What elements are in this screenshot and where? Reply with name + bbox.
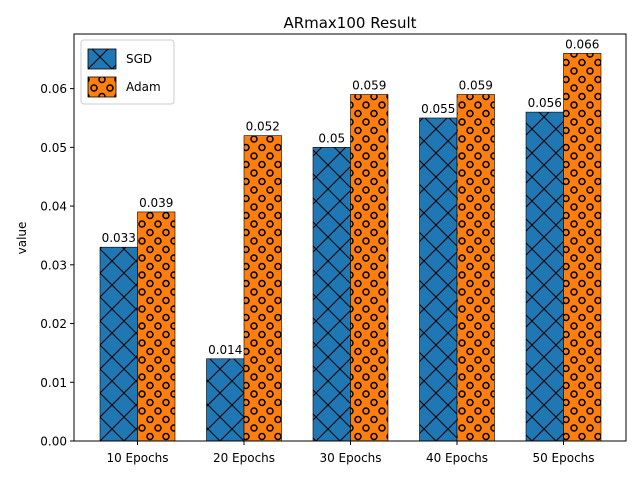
- x-axis: 10 Epochs 20 Epochs 30 Epochs 40 Epochs 50 E…: [106, 441, 595, 465]
- y-tick-label: 0.05: [40, 141, 67, 155]
- bar-sgd-30-epochs-hatch: [312, 147, 351, 442]
- bar-sgd-40-epochs-hatch: [419, 117, 458, 442]
- bar-sgd-10-epochs-hatch: [99, 246, 138, 442]
- x-tick-label-40-epochs: 40 Epochs: [426, 451, 488, 465]
- chart-title: ARmax100 Result: [283, 14, 416, 32]
- value-label-sgd-50-epochs: 0.056: [528, 96, 562, 110]
- legend-swatch-adam-hatch: [87, 76, 117, 98]
- bar-adam-40-epochs-hatch: [456, 94, 495, 442]
- y-tick-label: 0.02: [40, 317, 67, 331]
- bar-adam-10-epochs-hatch: [137, 211, 176, 442]
- value-label-adam-20-epochs: 0.052: [246, 120, 280, 134]
- value-label-adam-50-epochs: 0.066: [565, 37, 599, 51]
- plot-frame: [73, 33, 627, 442]
- x-tick-label-30-epochs: 30 Epochs: [319, 451, 381, 465]
- bar-adam-50-epochs-hatch: [563, 53, 602, 442]
- value-label-adam-40-epochs: 0.059: [459, 78, 493, 92]
- bar-adam-20-epochs-hatch: [243, 135, 282, 442]
- y-tick-label: 0.03: [40, 258, 67, 272]
- y-axis: 0.00 0.01 0.02 0.03 0.04 0.05 0.06: [40, 82, 74, 449]
- y-tick-label: 0.04: [40, 200, 67, 214]
- legend-label-sgd: SGD: [126, 52, 152, 66]
- legend-swatch-sgd-hatch: [87, 48, 117, 70]
- value-label-adam-10-epochs: 0.039: [139, 196, 173, 210]
- bar-sgd-20-epochs-hatch: [206, 358, 245, 442]
- value-label-adam-30-epochs: 0.059: [352, 78, 386, 92]
- y-tick-label: 0.06: [40, 82, 67, 96]
- bar-adam-30-epochs-hatch: [350, 94, 389, 442]
- y-tick-label: 0.01: [40, 376, 67, 390]
- legend: SGD Adam: [80, 39, 175, 105]
- legend-label-adam: Adam: [126, 80, 161, 94]
- x-tick-label-50-epochs: 50 Epochs: [532, 451, 594, 465]
- value-label-sgd-20-epochs: 0.014: [208, 343, 242, 357]
- x-tick-label-20-epochs: 20 Epochs: [213, 451, 275, 465]
- bars-layer: [99, 53, 602, 442]
- y-axis-label: value: [15, 222, 29, 255]
- bar-sgd-50-epochs-hatch: [525, 111, 564, 442]
- value-label-sgd-40-epochs: 0.055: [421, 102, 455, 116]
- value-label-sgd-30-epochs: 0.05: [318, 131, 345, 145]
- y-tick-label: 0.00: [40, 435, 67, 449]
- x-tick-label-10-epochs: 10 Epochs: [106, 451, 168, 465]
- value-labels-layer: 0.033 0.039 0.014 0.052 0.05 0.059 0.055 0.059 0…: [102, 37, 600, 356]
- value-label-sgd-10-epochs: 0.033: [102, 231, 136, 245]
